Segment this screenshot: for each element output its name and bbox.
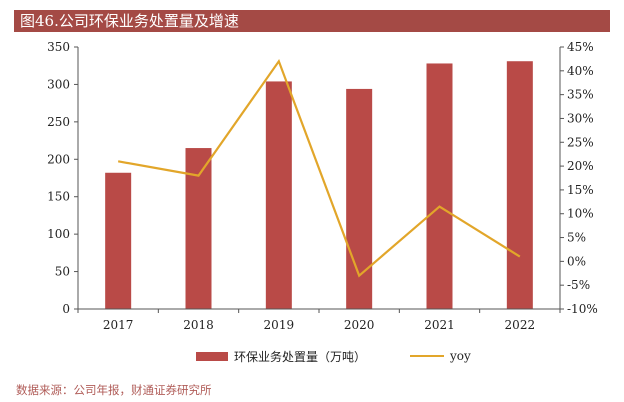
right-tick-label: 40% xyxy=(567,64,594,78)
right-tick-label: 35% xyxy=(567,88,594,102)
source-note: 数据来源：公司年报，财通证券研究所 xyxy=(16,383,212,397)
left-tick-label: 200 xyxy=(47,152,70,166)
left-tick-label: 0 xyxy=(62,302,70,316)
bar-series xyxy=(105,61,533,310)
legend-swatch-line xyxy=(410,355,445,357)
right-tick-label: -10% xyxy=(567,302,598,316)
right-tick-label: 5% xyxy=(567,231,586,245)
left-tick-label: 50 xyxy=(55,265,70,279)
right-tick-label: 15% xyxy=(567,183,594,197)
bar xyxy=(506,61,533,310)
left-tick-label: 150 xyxy=(47,190,70,204)
bar xyxy=(185,148,212,309)
x-tick-label: 2019 xyxy=(264,318,295,332)
right-tick-label: 25% xyxy=(567,135,594,149)
legend-swatch-bar xyxy=(196,351,228,361)
left-axis: 0 50 100 150 200 250 300 350 xyxy=(47,40,78,316)
right-tick-label: 45% xyxy=(567,40,594,54)
x-tick-label: 2022 xyxy=(505,318,536,332)
left-tick-label: 350 xyxy=(47,40,70,54)
legend-label-line: yoy xyxy=(450,349,471,363)
legend-label-bar: 环保业务处置量（万吨） xyxy=(234,349,367,364)
right-tick-label: -5% xyxy=(567,278,590,292)
right-tick-label: 20% xyxy=(567,159,594,173)
left-tick-label: 100 xyxy=(47,227,70,241)
x-tick-label: 2017 xyxy=(103,318,134,332)
yoy-points xyxy=(118,61,520,276)
right-tick-label: 30% xyxy=(567,111,594,125)
right-tick-label: 10% xyxy=(567,207,594,221)
x-tick-label: 2021 xyxy=(424,318,455,332)
right-axis: -10% -5% 0% 5% 10% 15% 20% 25% 30% 35% 40% 45% xyxy=(560,40,598,316)
bar xyxy=(346,88,373,309)
left-tick-label: 250 xyxy=(47,115,70,129)
yoy-line xyxy=(117,58,521,278)
x-axis: 2017 2018 2019 2020 2021 2022 xyxy=(77,309,561,332)
bar xyxy=(426,63,453,310)
bar xyxy=(105,172,132,309)
right-tick-label: 0% xyxy=(567,254,586,268)
chart-title: 图46.公司环保业务处置量及增速 xyxy=(14,10,610,32)
legend: 环保业务处置量（万吨） yoy xyxy=(196,348,471,364)
left-tick-label: 300 xyxy=(47,77,70,91)
x-tick-label: 2020 xyxy=(344,318,375,332)
x-tick-label: 2018 xyxy=(183,318,214,332)
bar xyxy=(265,81,292,309)
